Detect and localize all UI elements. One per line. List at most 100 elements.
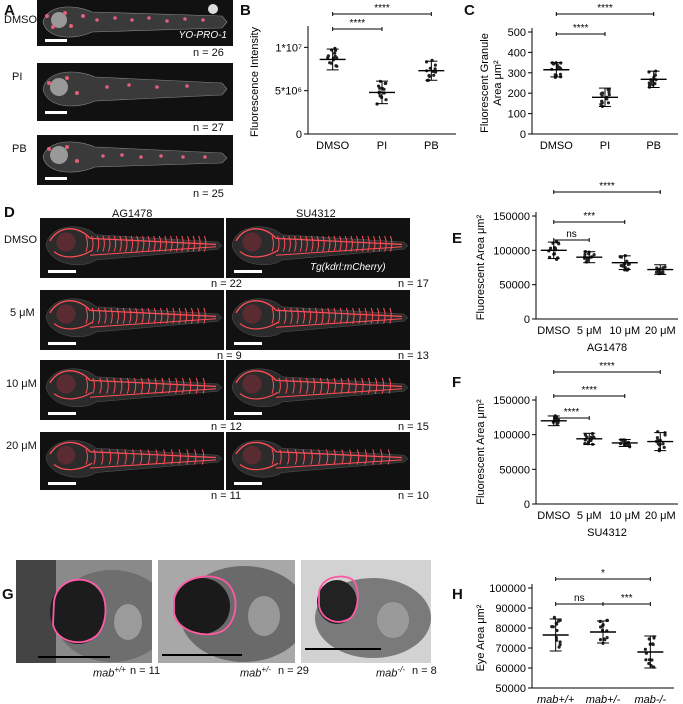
n-count-d-ag-0: n = 22 <box>211 278 242 290</box>
significance-label: * <box>601 568 605 579</box>
data-point <box>607 93 611 97</box>
y-axis-label: Fluorescent GranuleArea μm² <box>479 33 504 133</box>
data-point <box>427 73 431 78</box>
data-point <box>655 436 659 440</box>
panel-letter-e: E <box>452 230 463 247</box>
n-count-d-ag-3: n = 11 <box>211 490 242 502</box>
y-tick-label: 500 <box>508 27 526 39</box>
data-point <box>592 253 596 257</box>
y-tick-label: 0 <box>520 129 526 141</box>
larva-drawing <box>42 4 228 38</box>
significance-label: *** <box>621 593 633 604</box>
panel-letter-g: G <box>2 586 14 603</box>
panel-letter-a: A <box>4 2 15 19</box>
significance-label: **** <box>374 3 390 14</box>
data-point <box>589 438 593 443</box>
x-tick-label: DMSO <box>316 140 349 152</box>
vascular-image-su-2 <box>226 360 410 420</box>
n-count-d-su-1: n = 13 <box>398 350 429 362</box>
y-axis-label: Fluorescence Intensity <box>249 26 261 137</box>
n-count-d-su-3: n = 10 <box>398 490 429 502</box>
data-point <box>606 101 610 105</box>
data-point <box>335 64 339 68</box>
significance-label: **** <box>581 385 597 396</box>
eye-image-mut <box>301 560 431 663</box>
data-point <box>599 92 603 96</box>
x-tick-label: PB <box>646 140 661 152</box>
x-tick-label: PI <box>600 140 610 152</box>
scale-bar <box>48 412 76 415</box>
data-point <box>663 433 667 437</box>
n-count-d-ag-1: n = 9 <box>217 350 242 362</box>
vascular-image-su-1 <box>226 290 410 350</box>
row-label-a-2: PB <box>12 143 27 155</box>
data-point <box>333 48 338 53</box>
row-label-d-0: DMSO <box>4 234 37 246</box>
x-axis-label: SU4312 <box>587 527 627 539</box>
vascular-image-su-0 <box>226 218 410 278</box>
y-tick-label: 5*10⁶ <box>275 86 302 98</box>
data-point <box>433 63 437 67</box>
genotype-label-mut: mab-/- <box>376 665 405 680</box>
vascular-image-ag-1 <box>40 290 224 350</box>
data-point <box>607 88 611 92</box>
data-point <box>550 625 554 629</box>
data-point <box>335 56 339 60</box>
chart-h: 50000 60000 70000 80000 90000 100000 mab+/+ mab… <box>475 568 674 704</box>
data-point <box>558 72 563 76</box>
x-tick-label: DMSO <box>537 325 570 337</box>
data-point <box>647 661 651 666</box>
y-tick-label: 400 <box>508 47 526 59</box>
panel-letter-f: F <box>452 374 462 391</box>
data-point <box>653 73 657 77</box>
y-tick-label: 100 <box>508 109 526 121</box>
stain-label: YO-PRO-1 <box>178 30 227 41</box>
vasculature-drawing <box>231 440 409 478</box>
significance-label: **** <box>599 181 615 192</box>
data-point <box>661 266 665 270</box>
n-count-g-1: n = 29 <box>278 665 309 677</box>
vascular-image-ag-2 <box>40 360 224 420</box>
n-count-d-su-0: n = 17 <box>398 278 429 290</box>
larva-drawing <box>42 141 228 173</box>
significance-label: **** <box>564 407 580 418</box>
significance-label: **** <box>573 23 589 34</box>
data-point <box>661 442 665 446</box>
row-label-a-1: PI <box>12 71 23 83</box>
x-tick-label: 20 μM <box>645 510 676 522</box>
y-tick-label: 50000 <box>499 280 530 292</box>
x-tick-label: DMSO <box>537 510 570 522</box>
data-point <box>600 101 604 105</box>
data-point <box>605 618 609 622</box>
chart-b: 0 5*10⁶ 1*10⁷ DMSO PI PB Fluorescence Intensit… <box>249 3 456 152</box>
significance-label: **** <box>599 361 615 372</box>
scale-bar <box>234 482 262 485</box>
data-point <box>551 62 556 66</box>
transgene-label: Tg(kdrl:mCherry) <box>310 262 386 273</box>
data-point <box>655 270 660 274</box>
genotype-label-het: mab+/- <box>240 665 271 680</box>
y-tick-label: 70000 <box>495 643 526 655</box>
significance-label: *** <box>583 211 595 222</box>
data-point <box>650 658 654 662</box>
y-tick-label: 200 <box>508 88 526 100</box>
y-tick-label: 100000 <box>493 245 530 257</box>
data-point <box>644 658 648 662</box>
larva-head-drawing <box>16 560 152 663</box>
scale-bar <box>234 342 262 345</box>
fish-image-a-pb <box>37 135 233 185</box>
data-point <box>558 643 562 647</box>
n-count-d-su-2: n = 15 <box>398 421 429 433</box>
data-point <box>557 645 561 649</box>
y-tick-label: 100000 <box>489 583 526 595</box>
data-point <box>662 445 666 449</box>
x-tick-label: 10 μM <box>609 510 640 522</box>
y-tick-label: 60000 <box>495 663 526 675</box>
data-point <box>549 246 553 250</box>
eye-image-wt <box>16 560 152 663</box>
data-point <box>583 252 587 256</box>
data-point <box>384 98 388 102</box>
row-label-a-0: DMSO <box>4 14 37 26</box>
x-tick-label: 10 μM <box>609 325 640 337</box>
n-count-g-0: n = 11 <box>130 665 161 677</box>
